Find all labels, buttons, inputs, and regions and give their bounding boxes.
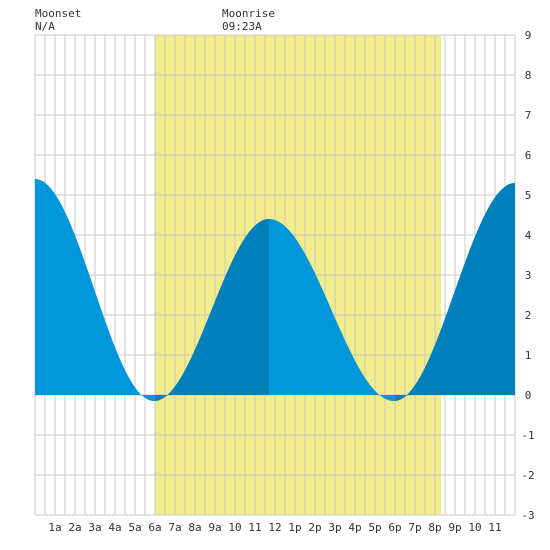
x-tick-label: 4p (348, 521, 361, 534)
x-tick-label: 1p (288, 521, 301, 534)
x-tick-label: 5p (368, 521, 381, 534)
x-tick-label: 6a (148, 521, 161, 534)
moonrise-value: 09:23A (222, 20, 262, 33)
y-tick-label: 4 (525, 229, 532, 242)
y-tick-label: 5 (525, 189, 532, 202)
y-tick-label: 7 (525, 109, 532, 122)
y-tick-label: 2 (525, 309, 532, 322)
x-tick-label: 2p (308, 521, 321, 534)
moonrise-label: Moonrise (222, 7, 275, 20)
x-tick-label: 11 (488, 521, 501, 534)
tide-area-rising (155, 219, 269, 401)
x-tick-label: 7p (408, 521, 421, 534)
y-tick-label: -1 (521, 429, 534, 442)
y-tick-label: 3 (525, 269, 532, 282)
x-tick-label: 7a (168, 521, 181, 534)
x-tick-label: 10 (228, 521, 241, 534)
x-tick-label: 12 (268, 521, 281, 534)
x-tick-label: 3p (328, 521, 341, 534)
y-tick-label: -3 (521, 509, 534, 522)
y-tick-label: 8 (525, 69, 532, 82)
y-tick-label: -2 (521, 469, 534, 482)
x-tick-label: 5a (128, 521, 141, 534)
moonset-label: Moonset (35, 7, 82, 20)
x-tick-label: 9p (448, 521, 461, 534)
x-tick-label: 11 (248, 521, 261, 534)
y-tick-label: 9 (525, 29, 532, 42)
x-tick-label: 9a (208, 521, 221, 534)
moonset-value: N/A (35, 20, 55, 33)
x-tick-label: 1a (48, 521, 61, 534)
x-tick-label: 6p (388, 521, 401, 534)
y-tick-label: 6 (525, 149, 532, 162)
tide-area (35, 179, 515, 401)
x-tick-label: 10 (468, 521, 481, 534)
tide-area-rising (395, 183, 515, 401)
x-tick-label: 4a (108, 521, 121, 534)
x-tick-label: 8p (428, 521, 441, 534)
x-tick-label: 3a (88, 521, 101, 534)
x-tick-label: 2a (68, 521, 81, 534)
x-tick-label: 8a (188, 521, 201, 534)
y-tick-label: 0 (525, 389, 532, 402)
y-tick-label: 1 (525, 349, 532, 362)
